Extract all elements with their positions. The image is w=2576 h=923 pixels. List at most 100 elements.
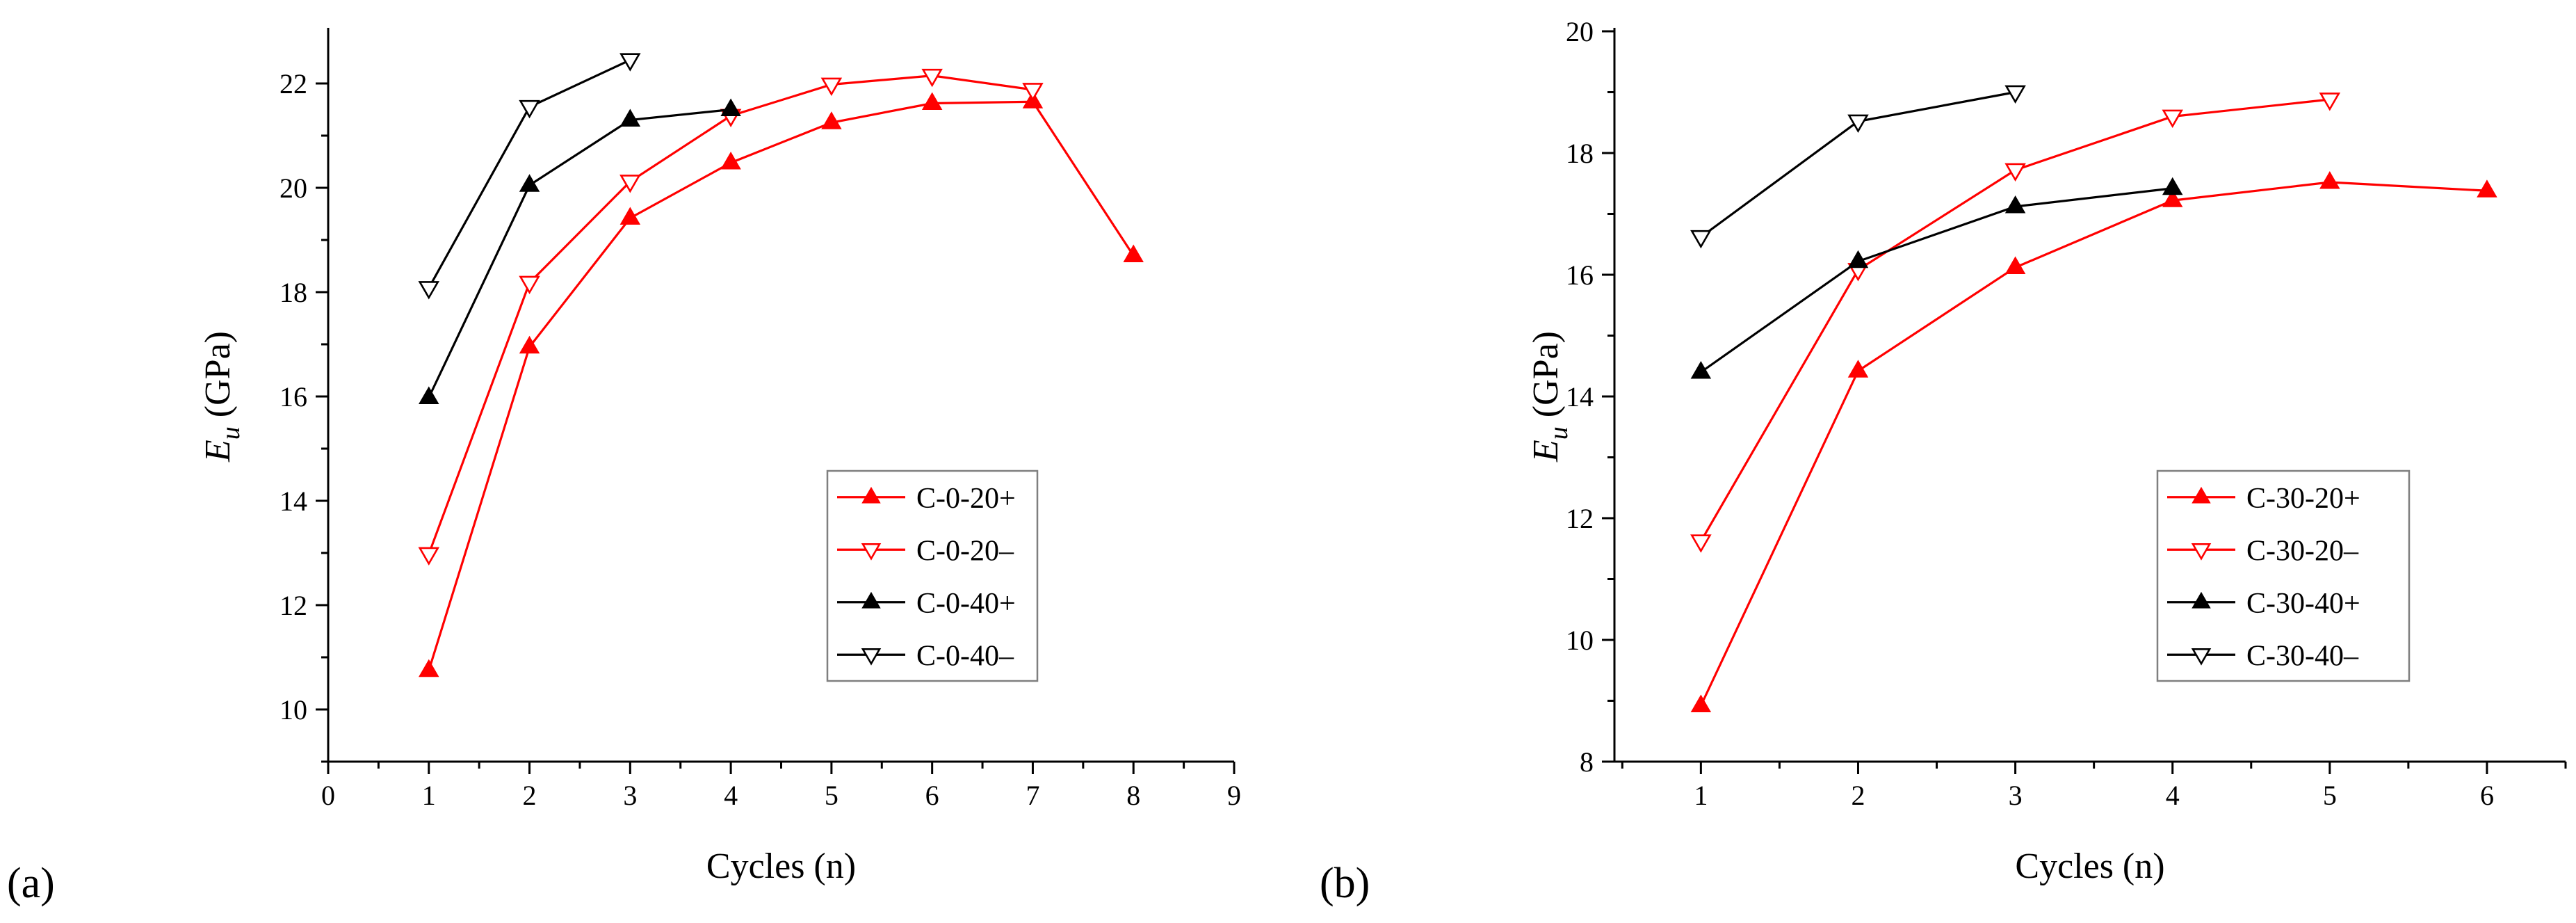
series-C-30-40– <box>1690 85 2026 249</box>
y-tick-label: 14 <box>280 485 307 517</box>
x-tick-label: 2 <box>523 780 537 811</box>
x-tick-label: 1 <box>1694 780 1708 811</box>
data-point <box>519 275 540 295</box>
legend-label: C-30-40+ <box>2246 588 2360 620</box>
y-axis-title-unit: (GPa) <box>198 331 238 426</box>
data-point <box>619 53 641 72</box>
legend-label: C-30-40– <box>2246 640 2359 672</box>
data-point <box>419 386 439 405</box>
x-tick-label: 4 <box>724 780 738 811</box>
data-point <box>1690 361 1712 379</box>
data-point <box>1847 114 1869 134</box>
y-tick-label: 12 <box>1566 503 1594 534</box>
legend: C-0-20+ C-0-20– C-0-40+ C-0-40– <box>826 469 1039 682</box>
legend-label: C-0-40– <box>916 640 1014 672</box>
x-tick-label: 5 <box>2323 780 2337 811</box>
legend-item: C-30-20+ <box>2167 483 2360 515</box>
legend-item: C-0-20– <box>837 535 1014 567</box>
y-axis-title-symbol: E <box>1526 440 1566 463</box>
data-point <box>1847 250 1869 268</box>
x-tick-label: 3 <box>2009 780 2023 811</box>
data-point <box>1690 694 1712 713</box>
series-C-0-40+ <box>419 98 741 405</box>
data-point <box>2319 171 2340 189</box>
legend-marker <box>2191 543 2212 561</box>
data-point <box>619 175 641 193</box>
x-tick-label: 3 <box>623 780 637 811</box>
x-tick-label: 8 <box>1126 780 1140 811</box>
y-tick-label: 16 <box>280 381 307 412</box>
x-tick-label: 4 <box>2166 780 2180 811</box>
data-point <box>2162 189 2183 207</box>
y-tick-label: 14 <box>1566 381 1594 412</box>
legend-marker <box>2192 591 2211 609</box>
y-tick-label: 20 <box>1566 16 1594 47</box>
legend: C-30-20+ C-30-20– C-30-40+ C-30-40– <box>2156 469 2411 682</box>
legend-label: C-0-20+ <box>916 483 1016 515</box>
y-tick-label: 10 <box>280 694 307 725</box>
series-C-30-20+ <box>1690 171 2497 713</box>
y-tick-label: 20 <box>280 172 307 204</box>
data-point <box>921 92 943 111</box>
data-point <box>720 98 741 117</box>
y-axis-title-subscript: u <box>216 426 245 440</box>
series-line <box>428 100 1135 671</box>
series-line <box>1700 187 2173 374</box>
panel-label: (a) <box>7 860 55 907</box>
x-tick-label: 5 <box>825 780 839 811</box>
legend-item: C-0-40+ <box>837 588 1016 620</box>
series-line <box>428 108 731 399</box>
data-point <box>2004 85 2026 104</box>
x-tick-label: 7 <box>1026 780 1039 811</box>
data-point <box>418 281 440 300</box>
data-point <box>1123 244 1144 263</box>
legend-marker <box>2191 648 2212 666</box>
legend-marker <box>861 543 882 561</box>
x-tick-label: 1 <box>422 780 436 811</box>
x-tick-label: 6 <box>925 780 939 811</box>
legend-item: C-30-40+ <box>2167 588 2360 620</box>
data-point <box>419 659 439 677</box>
x-tick-label: 0 <box>321 780 335 811</box>
data-point <box>720 152 741 170</box>
series-line <box>428 58 631 289</box>
data-point <box>1690 534 1712 553</box>
data-point <box>1847 360 1869 378</box>
data-point <box>2477 179 2497 198</box>
legend-marker <box>861 486 881 504</box>
y-axis-title-subscript: u <box>1544 426 1573 440</box>
x-tick-label: 9 <box>1227 780 1241 811</box>
data-point <box>619 109 641 127</box>
legend-item: C-0-20+ <box>837 483 1016 515</box>
y-tick-label: 16 <box>1566 259 1594 291</box>
legend-label: C-0-20– <box>916 535 1014 567</box>
data-point <box>2319 93 2341 111</box>
panel-label: (b) <box>1320 860 1370 907</box>
legend-item: C-30-40– <box>2167 640 2359 672</box>
data-point <box>519 174 540 192</box>
legend-label: C-0-40+ <box>916 588 1016 620</box>
series-C-0-40– <box>418 53 641 300</box>
data-point <box>2162 109 2183 129</box>
data-point <box>418 547 440 566</box>
legend-marker <box>2192 486 2211 504</box>
series-line <box>1700 90 2016 239</box>
data-point <box>2004 163 2026 182</box>
legend-label: C-30-20+ <box>2246 483 2360 515</box>
x-tick-label: 2 <box>1851 780 1865 811</box>
data-point <box>820 77 843 97</box>
series-line <box>1699 181 2488 707</box>
data-point <box>519 99 540 119</box>
data-point <box>1022 83 1044 102</box>
y-tick-label: 18 <box>1566 138 1594 169</box>
data-point <box>2004 195 2026 214</box>
x-axis-title: Cycles (n) <box>2015 846 2164 886</box>
legend-item: C-30-20– <box>2167 535 2359 567</box>
series-C-30-40+ <box>1690 177 2183 379</box>
legend-marker <box>861 648 882 666</box>
legend-item: C-0-40– <box>837 640 1014 672</box>
y-tick-label: 18 <box>280 277 307 308</box>
